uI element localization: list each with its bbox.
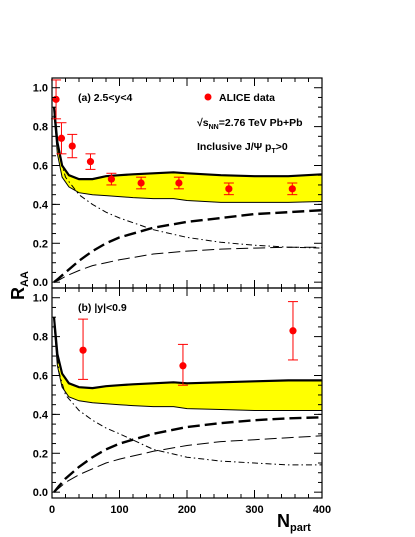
x-tick-label: 300 xyxy=(245,504,263,516)
curve-thick-dashed xyxy=(53,416,322,493)
x-axis-title-sub: part xyxy=(290,522,311,534)
x-tick-label: 400 xyxy=(313,504,331,516)
y-tick-label: 0.4 xyxy=(33,409,49,421)
legend-marker xyxy=(204,93,212,101)
y-tick-label: 0.6 xyxy=(33,371,48,383)
y-tick-label: 0.6 xyxy=(33,161,48,173)
data-point xyxy=(106,172,117,186)
data-point xyxy=(287,182,298,196)
data-point xyxy=(173,176,184,190)
y-axis-title-sub: AA xyxy=(19,271,31,287)
data-marker xyxy=(225,185,233,193)
data-point xyxy=(177,343,188,386)
data-marker xyxy=(179,362,187,370)
band-upper-edge xyxy=(52,107,322,181)
band-fill xyxy=(54,317,322,411)
curve-dash-dot xyxy=(53,317,322,466)
data-marker xyxy=(137,179,145,187)
y-tick-label: 0.8 xyxy=(33,122,48,134)
data-point xyxy=(56,122,67,155)
curve-thin-dashed xyxy=(53,246,322,283)
curve-thick-dashed xyxy=(53,209,322,284)
panel-label: (b) |y|<0.9 xyxy=(78,302,127,314)
legend-label: ALICE data xyxy=(219,92,275,104)
panel-b: 0.0 0.2 0.4 0.6 0.8 1.0 0 100 200 300 400 (b) |y|<0… xyxy=(33,287,331,516)
y-tick-label: 0.0 xyxy=(33,487,48,499)
data-point xyxy=(287,301,298,361)
energy-rest: =2.76 TeV Pb+Pb xyxy=(219,117,303,129)
data-point xyxy=(136,176,147,190)
x-tick-label: 0 xyxy=(49,504,55,516)
data-marker xyxy=(52,95,60,103)
band-lower-edge xyxy=(53,324,322,411)
data-marker xyxy=(57,134,66,142)
panel-a: 0.0 0.2 0.4 0.6 0.8 1.0 (a) 2.5<y<4 xyxy=(33,77,323,289)
y-tick-label: 1.0 xyxy=(33,83,48,95)
data-point xyxy=(223,182,234,196)
band-fill xyxy=(54,107,322,203)
energy-sub: NN xyxy=(209,124,219,131)
y-tick-label: 0.2 xyxy=(33,448,48,460)
data-marker xyxy=(288,185,296,193)
y-axis-title: RAA xyxy=(8,271,31,300)
data-point xyxy=(51,79,62,120)
data-marker xyxy=(68,142,76,150)
particle-label: Inclusive J/Ψ pT>0 xyxy=(197,141,288,155)
x-axis-title-main: N xyxy=(277,511,290,531)
data-marker xyxy=(289,327,297,335)
band-upper-edge xyxy=(52,317,322,390)
y-tick-label: 0.8 xyxy=(33,332,48,344)
x-tick-label: 200 xyxy=(178,504,196,516)
panel-label: (a) 2.5<y<4 xyxy=(78,92,132,104)
y-tick-label: 0.4 xyxy=(33,199,49,211)
x-tick-label: 100 xyxy=(110,504,128,516)
y-tick-label: 0.2 xyxy=(33,238,48,250)
energy-sqrt: √s xyxy=(197,117,209,129)
y-axis-title-main: R xyxy=(8,287,28,300)
plot-area xyxy=(52,317,322,493)
curve-thin-dashed xyxy=(53,435,322,493)
y-tick-label: 0.0 xyxy=(33,277,48,289)
data-point xyxy=(78,318,89,380)
y-tick-label: 1.0 xyxy=(33,293,48,305)
particle-sub: T xyxy=(271,148,276,155)
energy-label: √sNN=2.76 TeV Pb+Pb xyxy=(197,117,303,131)
data-marker xyxy=(79,346,87,354)
particle-main: Inclusive J/Ψ p xyxy=(197,141,271,153)
data-marker xyxy=(86,158,95,166)
data-marker xyxy=(107,175,115,183)
band-lower-edge xyxy=(53,114,322,203)
data-marker xyxy=(175,179,183,187)
curve-dash-dot xyxy=(53,107,322,249)
plot-area xyxy=(52,107,322,284)
data-point xyxy=(67,133,78,159)
data-point xyxy=(85,153,96,170)
x-axis-title: Npart xyxy=(277,511,311,534)
particle-rest: >0 xyxy=(276,141,288,153)
